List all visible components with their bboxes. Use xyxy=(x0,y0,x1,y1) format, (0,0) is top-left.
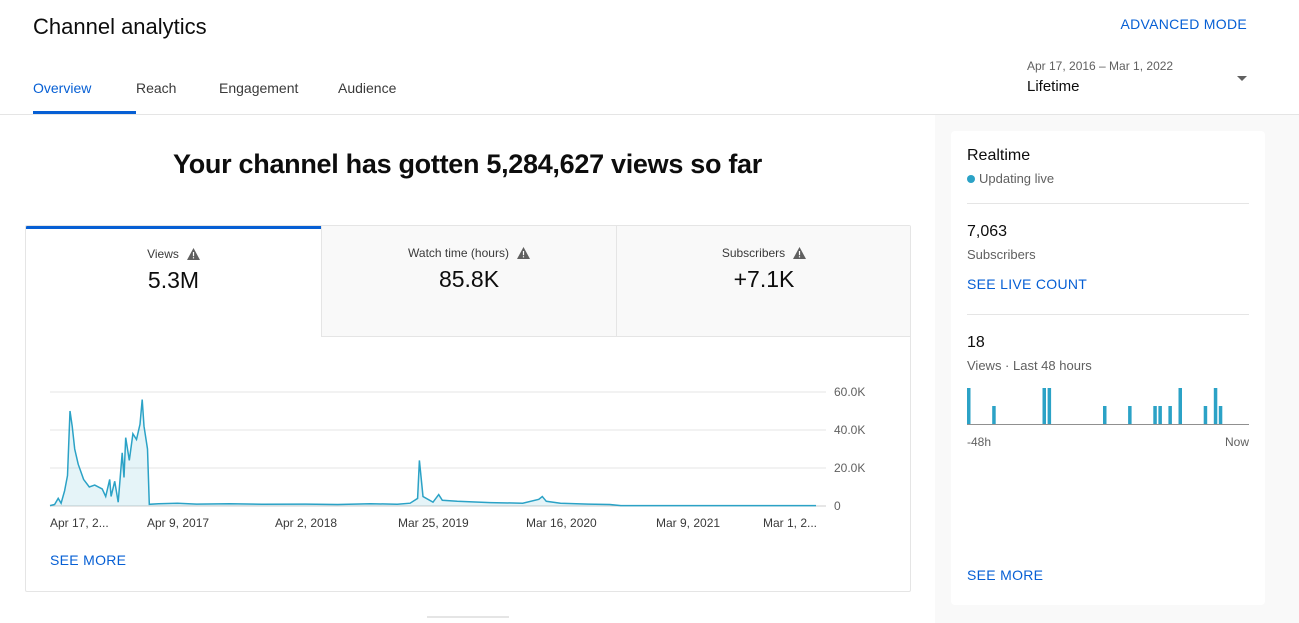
y-tick-label: 40.0K xyxy=(834,423,865,437)
dropdown-caret-icon xyxy=(1237,76,1247,81)
axis-end-label: Now xyxy=(1224,435,1249,449)
x-tick-label: Apr 9, 2017 xyxy=(147,516,209,530)
metric-label-row: Watch time (hours) xyxy=(322,246,616,260)
x-tick-label: Apr 2, 2018 xyxy=(275,516,337,530)
page-title: Channel analytics xyxy=(33,14,207,39)
realtime-bar xyxy=(1178,388,1182,424)
realtime-bar xyxy=(1103,406,1107,424)
realtime-bar xyxy=(1218,406,1223,424)
tab-overview[interactable]: Overview xyxy=(33,80,136,114)
realtime-bar xyxy=(1168,406,1172,424)
metric-value: 85.8K xyxy=(438,266,500,292)
x-tick-label: Mar 16, 2020 xyxy=(526,516,597,530)
metric-label-row: Views xyxy=(26,247,321,261)
y-tick-label: 0 xyxy=(834,499,841,513)
realtime-bar xyxy=(1213,388,1218,424)
realtime-bar xyxy=(992,406,996,424)
divider xyxy=(967,203,1249,204)
realtime-bar xyxy=(1158,406,1162,424)
axis-start-label: -48h xyxy=(967,435,992,449)
metrics-card: Views 5.3M Watch time (hours) 85.8K Subs… xyxy=(25,225,911,592)
date-range-picker[interactable]: Apr 17, 2016 – Mar 1, 2022 Lifetime xyxy=(1027,59,1253,99)
subscriber-label: Subscribers xyxy=(967,247,1036,262)
metric-label: Views xyxy=(147,247,179,261)
warning-icon xyxy=(516,247,530,259)
warning-icon xyxy=(186,248,200,260)
tab-bar: Overview Reach Engagement Audience xyxy=(33,80,418,114)
realtime-bar xyxy=(1042,388,1046,424)
realtime-bar xyxy=(1128,406,1132,424)
metric-tab-views[interactable]: Views 5.3M xyxy=(26,226,321,337)
metric-value: +7.1K xyxy=(733,266,795,292)
divider xyxy=(967,314,1249,315)
realtime-see-more-link[interactable]: SEE MORE xyxy=(967,567,1044,583)
see-more-link[interactable]: SEE MORE xyxy=(50,552,127,568)
views-headline: Your channel has gotten 5,284,627 views … xyxy=(173,149,762,179)
subscriber-count: 7,063 xyxy=(967,223,1008,240)
x-tick-label: Mar 25, 2019 xyxy=(398,516,469,530)
x-tick-label: Mar 9, 2021 xyxy=(656,516,720,530)
realtime-bar-chart xyxy=(967,388,1249,425)
realtime-views-label: Views · Last 48 hours xyxy=(967,358,1092,373)
metric-label: Watch time (hours) xyxy=(408,246,509,260)
header: Channel analytics ADVANCED MODE Overview… xyxy=(0,0,1299,115)
y-tick-label: 60.0K xyxy=(834,385,865,399)
tab-engagement[interactable]: Engagement xyxy=(219,80,299,96)
y-tick-label: 20.0K xyxy=(834,461,865,475)
metric-tab-subscribers[interactable]: Subscribers +7.1K xyxy=(616,226,910,337)
live-status-text: Updating live xyxy=(979,171,1055,186)
advanced-mode-button[interactable]: ADVANCED MODE xyxy=(1120,16,1247,32)
metric-value: 5.3M xyxy=(147,267,200,293)
scroll-indicator xyxy=(427,616,509,618)
tab-reach[interactable]: Reach xyxy=(136,80,177,96)
tab-audience[interactable]: Audience xyxy=(338,80,397,96)
realtime-title: Realtime xyxy=(967,147,1031,164)
views-chart: 60.0K 40.0K 20.0K 0 Apr 17, 2... Apr 9, 2017 A… xyxy=(49,385,865,530)
warning-icon xyxy=(793,247,807,259)
metric-label: Subscribers xyxy=(721,246,786,260)
live-status: Updating live xyxy=(967,171,1054,186)
realtime-bar xyxy=(1153,406,1157,424)
realtime-bar xyxy=(967,388,971,424)
realtime-card: Realtime Updating live 7,063 Subscribers… xyxy=(951,131,1265,605)
realtime-bar xyxy=(1203,406,1208,424)
main-content: Your channel has gotten 5,284,627 views … xyxy=(0,115,935,623)
realtime-bar xyxy=(1047,388,1052,424)
metric-label-row: Subscribers xyxy=(617,246,910,260)
x-tick-label: Mar 1, 2... xyxy=(763,516,817,530)
x-tick-label: Apr 17, 2... xyxy=(50,516,109,530)
realtime-views-count: 18 xyxy=(967,334,985,351)
series-area xyxy=(50,399,816,506)
live-dot-icon xyxy=(967,174,975,183)
see-live-count-link[interactable]: SEE LIVE COUNT xyxy=(967,276,1088,292)
series-line xyxy=(49,399,816,507)
date-range-text: Apr 17, 2016 – Mar 1, 2022 xyxy=(1027,59,1174,73)
metric-tab-watch-time[interactable]: Watch time (hours) 85.8K xyxy=(321,226,616,337)
date-range-label: Lifetime xyxy=(1027,78,1080,95)
